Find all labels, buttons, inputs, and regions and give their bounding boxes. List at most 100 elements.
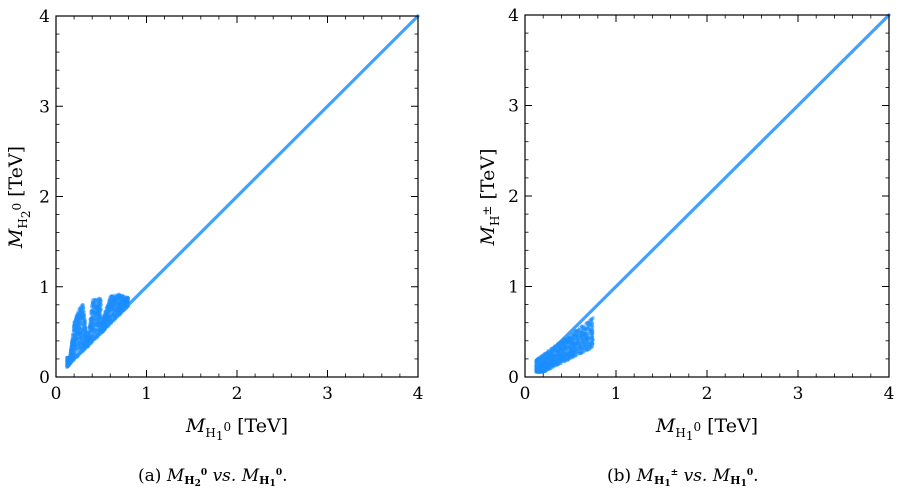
scatter-point (89, 319, 93, 323)
scatter-point (77, 330, 81, 334)
scatter-point (111, 306, 115, 310)
scatter-point (68, 357, 72, 361)
scatter-point (107, 303, 111, 307)
scatter-point (98, 321, 102, 325)
scatter-point (81, 316, 85, 320)
scatter-point (73, 345, 77, 349)
scatter-point (84, 341, 88, 345)
scatter-point (118, 293, 122, 297)
scatter-point (107, 301, 111, 306)
scatter-point (94, 300, 98, 304)
x-tick-label: 1 (611, 384, 622, 404)
scatter-point (100, 324, 105, 328)
scatter-point (119, 295, 123, 299)
scatter-point (111, 312, 115, 316)
scatter-point (125, 297, 129, 301)
scatter-point (111, 307, 115, 311)
scatter-point (70, 347, 74, 351)
scatter-point (88, 324, 92, 328)
scatter-point (81, 327, 85, 331)
scatter-point (69, 349, 73, 354)
scatter-point (77, 336, 81, 340)
scatter-point (585, 345, 590, 349)
scatter-point (98, 309, 102, 313)
scatter-point (94, 314, 99, 318)
scatter-point (119, 302, 123, 306)
panel-a: 00 1 1 2 2 3 3 4 4 MH10 [TeV] MH20[TeV] (5, 7, 423, 443)
scatter-point (100, 323, 104, 327)
scatter-point (77, 332, 81, 336)
scatter-point (104, 306, 108, 310)
scatter-point (78, 344, 82, 348)
scatter-point (67, 358, 71, 362)
scatter-point (65, 359, 69, 363)
scatter-point (89, 317, 93, 321)
scatter-point (108, 312, 112, 316)
scatter-point (103, 317, 107, 321)
scatter-point (77, 320, 81, 324)
scatter-point (77, 348, 81, 353)
scatter-point (126, 297, 130, 301)
scatter-point (80, 313, 84, 317)
scatter-point (583, 331, 587, 335)
x-tick-label: 4 (884, 384, 895, 404)
scatter-point (72, 334, 76, 338)
scatter-point (125, 296, 129, 300)
scatter-point (74, 323, 78, 327)
scatter-point (77, 341, 82, 345)
scatter-point (112, 298, 116, 302)
scatter-point (102, 321, 107, 325)
scatter-point (89, 311, 93, 315)
scatter-point (69, 347, 73, 351)
scatter-point (106, 304, 110, 308)
scatter-point (87, 330, 91, 334)
scatter-point (72, 322, 76, 326)
scatter-point (68, 354, 72, 358)
scatter-point (93, 311, 97, 315)
scatter-point (102, 320, 106, 324)
scatter-point (76, 329, 80, 333)
scatter-point (97, 309, 101, 313)
scatter-point (96, 319, 100, 323)
scatter-point (98, 307, 102, 311)
scatter-point (97, 301, 101, 305)
scatter-point (88, 325, 92, 330)
scatter-point (106, 317, 111, 321)
scatter-point (122, 296, 127, 300)
scatter-point (110, 294, 115, 298)
scatter-point (111, 295, 115, 299)
panel-b-y-label: MH±[TeV] (477, 149, 502, 247)
scatter-point (102, 321, 106, 326)
scatter-point (99, 324, 103, 328)
scatter-point (71, 353, 75, 358)
scatter-point (77, 332, 81, 336)
scatter-point (92, 311, 96, 315)
scatter-point (89, 334, 93, 338)
x-tick-label: 3 (793, 384, 804, 404)
scatter-point (123, 298, 127, 302)
scatter-point (83, 338, 87, 342)
scatter-point (112, 308, 116, 312)
scatter-point (75, 338, 79, 342)
scatter-point (78, 345, 82, 349)
scatter-point (87, 337, 92, 341)
scatter-point (65, 357, 69, 361)
scatter-point (65, 355, 69, 359)
scatter-point (76, 317, 80, 321)
scatter-point (122, 301, 126, 306)
scatter-point (117, 298, 121, 303)
scatter-point (68, 354, 72, 358)
scatter-point (112, 310, 117, 314)
scatter-point (78, 323, 82, 327)
scatter-point (122, 295, 126, 299)
scatter-point (117, 298, 121, 302)
scatter-point (87, 325, 91, 329)
scatter-point (570, 349, 574, 354)
scatter-point (117, 292, 121, 296)
scatter-point (123, 301, 127, 305)
scatter-point (93, 306, 97, 310)
scatter-point (73, 328, 77, 332)
scatter-point (89, 327, 93, 331)
scatter-point (100, 320, 104, 325)
scatter-point (97, 316, 101, 320)
